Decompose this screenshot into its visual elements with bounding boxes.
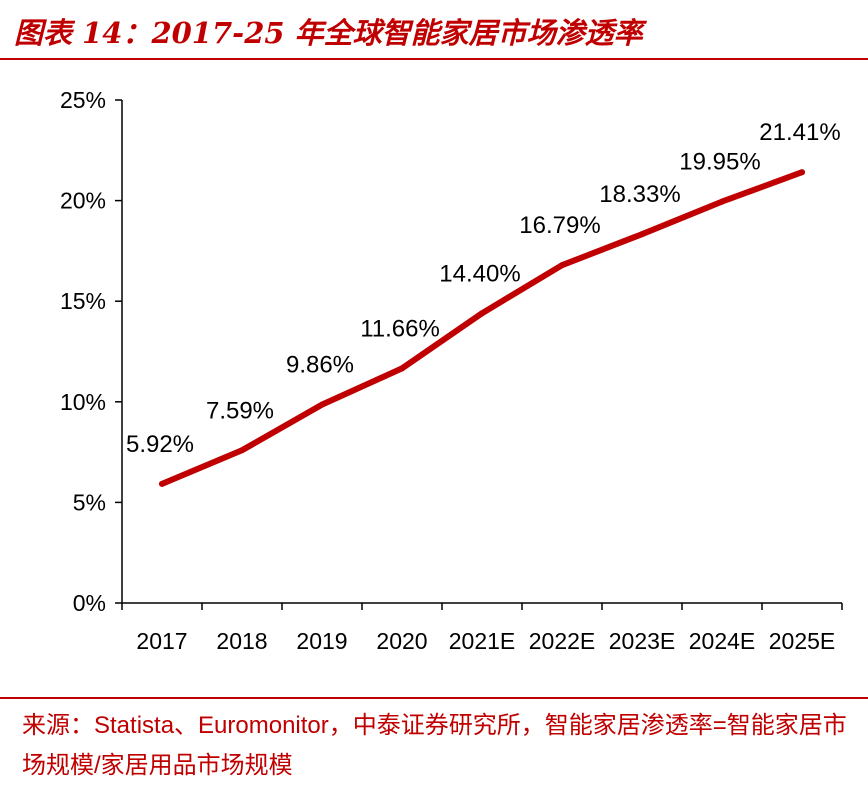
- figure-title: 图表 14：2017-25 年全球智能家居市场渗透率: [14, 16, 643, 50]
- data-label: 16.79%: [519, 212, 600, 239]
- data-point: [719, 198, 725, 205]
- data-label: 5.92%: [126, 431, 194, 458]
- y-tick-label: 20%: [60, 188, 106, 214]
- source-note: 来源：Statista、Euromonitor，中泰证券研究所，智能家居渗透率=…: [22, 712, 847, 779]
- y-tick-label: 25%: [60, 87, 106, 113]
- x-tick-label: 2021E: [449, 628, 516, 654]
- data-point: [479, 310, 485, 317]
- line-chart: 0% 5% 10% 15% 20% 25% 2017 2018 2019 2020 2021E 202…: [60, 87, 843, 654]
- y-tick-label: 10%: [60, 389, 106, 415]
- data-point: [239, 447, 245, 454]
- data-point: [799, 169, 805, 176]
- x-tick-label: 2024E: [689, 628, 756, 654]
- data-label: 7.59%: [206, 397, 274, 424]
- data-label: 11.66%: [360, 315, 440, 342]
- data-label: 21.41%: [759, 119, 840, 146]
- data-point: [399, 365, 405, 372]
- data-point: [159, 480, 165, 487]
- data-label: 18.33%: [599, 181, 680, 208]
- series-line: [159, 169, 805, 487]
- y-tick-label: 0%: [73, 590, 106, 616]
- data-point: [639, 231, 645, 238]
- title-divider: [0, 58, 868, 60]
- x-tick-label: 2020: [376, 628, 427, 654]
- x-tick-label: 2018: [216, 628, 267, 654]
- data-point: [319, 401, 325, 408]
- source-divider: [0, 697, 868, 699]
- data-label: 9.86%: [286, 352, 354, 379]
- x-tick-label: 2017: [136, 628, 187, 654]
- data-label: 14.40%: [439, 260, 520, 287]
- x-tick-label: 2022E: [529, 628, 596, 654]
- x-tick-label: 2023E: [609, 628, 676, 654]
- data-point: [559, 262, 565, 269]
- data-label: 19.95%: [679, 149, 760, 176]
- y-tick-label: 5%: [73, 489, 106, 515]
- x-tick-label: 2019: [296, 628, 347, 654]
- x-tick-label: 2025E: [769, 628, 836, 654]
- y-tick-label: 15%: [60, 288, 106, 314]
